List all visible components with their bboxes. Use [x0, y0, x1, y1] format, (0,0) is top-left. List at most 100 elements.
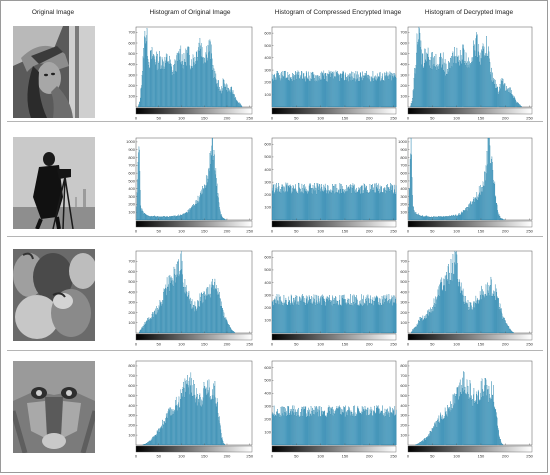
grayscale-colorbar [407, 220, 533, 228]
y-tick-label: 400 [264, 280, 271, 285]
x-tick-label: 200 [366, 342, 373, 347]
y-tick-label: 500 [264, 378, 271, 383]
x-tick-label: 150 [201, 342, 208, 347]
y-tick-label: 300 [400, 194, 407, 199]
x-tick-label: 150 [478, 229, 485, 234]
bar-group [271, 294, 397, 334]
y-tick-label: 600 [264, 142, 271, 147]
x-tick-label: 50 [157, 116, 162, 121]
y-tick-label: 700 [128, 373, 135, 378]
y-tick-label: 500 [128, 51, 135, 56]
x-tick-label: 250 [390, 116, 397, 121]
y-tick-label: 400 [264, 55, 271, 60]
x-tick-label: 50 [157, 454, 162, 459]
x-tick-label: 200 [366, 454, 373, 459]
x-tick-label: 200 [224, 454, 231, 459]
lena-thumbnail [13, 26, 95, 118]
y-tick-label: 300 [264, 404, 271, 409]
y-tick-label: 400 [400, 289, 407, 294]
x-tick-label: 100 [453, 229, 460, 234]
histogram-decrypted-lena: 100 200 300 400 500 600 700 50 100 150 200 250 0 [399, 25, 534, 121]
y-tick-label: 500 [128, 279, 135, 284]
y-tick-label: 600 [264, 365, 271, 370]
x-tick-label: 150 [201, 116, 208, 121]
y-tick-label: 500 [264, 43, 271, 48]
cameraman-thumbnail [13, 137, 95, 229]
y-tick-label: 600 [264, 255, 271, 260]
x-tick-label: 150 [478, 454, 485, 459]
y-tick-label: 100 [264, 92, 271, 97]
y-tick-label: 900 [128, 147, 135, 152]
bar-group [411, 250, 515, 334]
y-tick-label: 300 [264, 292, 271, 297]
y-tick-label: 1000 [126, 139, 136, 144]
bar-group [271, 182, 397, 221]
y-tick-label: 700 [400, 163, 407, 168]
x-tick-label: 150 [478, 342, 485, 347]
histogram-svg: 100 200 300 400 500 600 700 50 100 150 200 250 0 [400, 26, 534, 121]
x-tick-label: 250 [246, 116, 253, 121]
x-tick-label: 100 [317, 116, 324, 121]
histogram-decrypted-baboon: 100 200 300 400 500 600 700 800 50 100 150 200 250 0 [399, 359, 534, 459]
histogram-original-cameraman: 100 200 300 400 500 600 700 800 900 1000 50 100 150 2… [126, 136, 254, 234]
x-tick-label: 50 [430, 229, 435, 234]
y-tick-label: 400 [264, 391, 271, 396]
histogram-encrypted-cameraman: 100 200 300 400 500 600 50 100 150 200 250 0 [263, 136, 398, 234]
bar-group [271, 70, 397, 108]
bar-group [139, 250, 236, 334]
x-tick-label: 0 [407, 229, 410, 234]
bar-group [408, 137, 506, 221]
x-tick-label: 250 [246, 454, 253, 459]
x-tick-label: 0 [135, 454, 138, 459]
y-tick-label: 300 [128, 413, 135, 418]
row-separator [7, 350, 543, 351]
y-tick-label: 600 [128, 269, 135, 274]
y-tick-label: 300 [400, 72, 407, 77]
x-tick-label: 50 [157, 342, 162, 347]
row-separator [7, 121, 543, 122]
histogram-svg: 100 200 300 400 500 600 50 100 150 200 250 0 [264, 26, 398, 121]
row-separator [7, 236, 543, 237]
y-tick-label: 400 [400, 186, 407, 191]
histogram-svg: 100 200 300 400 500 600 50 100 150 200 250 0 [264, 250, 398, 347]
x-tick-label: 0 [135, 342, 138, 347]
y-tick-label: 200 [128, 83, 135, 88]
grayscale-colorbar [135, 333, 253, 341]
y-tick-label: 100 [264, 429, 271, 434]
x-tick-label: 100 [178, 116, 185, 121]
y-tick-label: 100 [264, 205, 271, 210]
y-tick-label: 200 [128, 202, 135, 207]
y-tick-label: 600 [128, 40, 135, 45]
x-tick-label: 250 [390, 229, 397, 234]
x-tick-label: 200 [502, 229, 509, 234]
y-tick-label: 400 [264, 167, 271, 172]
x-tick-label: 150 [478, 116, 485, 121]
y-tick-label: 500 [128, 393, 135, 398]
x-tick-label: 100 [317, 454, 324, 459]
grayscale-colorbar [271, 445, 397, 453]
histogram-svg: 100 200 300 400 500 600 700 800 900 1000 50 100 150 2… [126, 137, 254, 234]
baboon-thumbnail [13, 361, 95, 453]
x-tick-label: 150 [342, 454, 349, 459]
y-tick-label: 800 [400, 155, 407, 160]
y-tick-label: 600 [400, 383, 407, 388]
y-tick-label: 300 [264, 67, 271, 72]
y-tick-label: 500 [128, 178, 135, 183]
x-tick-label: 100 [178, 454, 185, 459]
y-tick-label: 100 [264, 318, 271, 323]
x-tick-label: 100 [317, 342, 324, 347]
bar-group [410, 26, 522, 108]
y-tick-label: 700 [400, 259, 407, 264]
y-tick-label: 100 [128, 94, 135, 99]
y-tick-label: 500 [400, 51, 407, 56]
grayscale-colorbar [135, 445, 253, 453]
y-tick-label: 200 [264, 80, 271, 85]
y-tick-label: 400 [128, 403, 135, 408]
x-tick-label: 100 [453, 342, 460, 347]
y-tick-label: 200 [400, 202, 407, 207]
y-tick-label: 500 [400, 393, 407, 398]
y-tick-label: 100 [400, 94, 407, 99]
y-tick-label: 500 [264, 154, 271, 159]
histogram-decrypted-peppers: 100 200 300 400 500 600 700 50 100 150 200 250 0 [399, 249, 534, 347]
x-tick-label: 0 [135, 116, 138, 121]
